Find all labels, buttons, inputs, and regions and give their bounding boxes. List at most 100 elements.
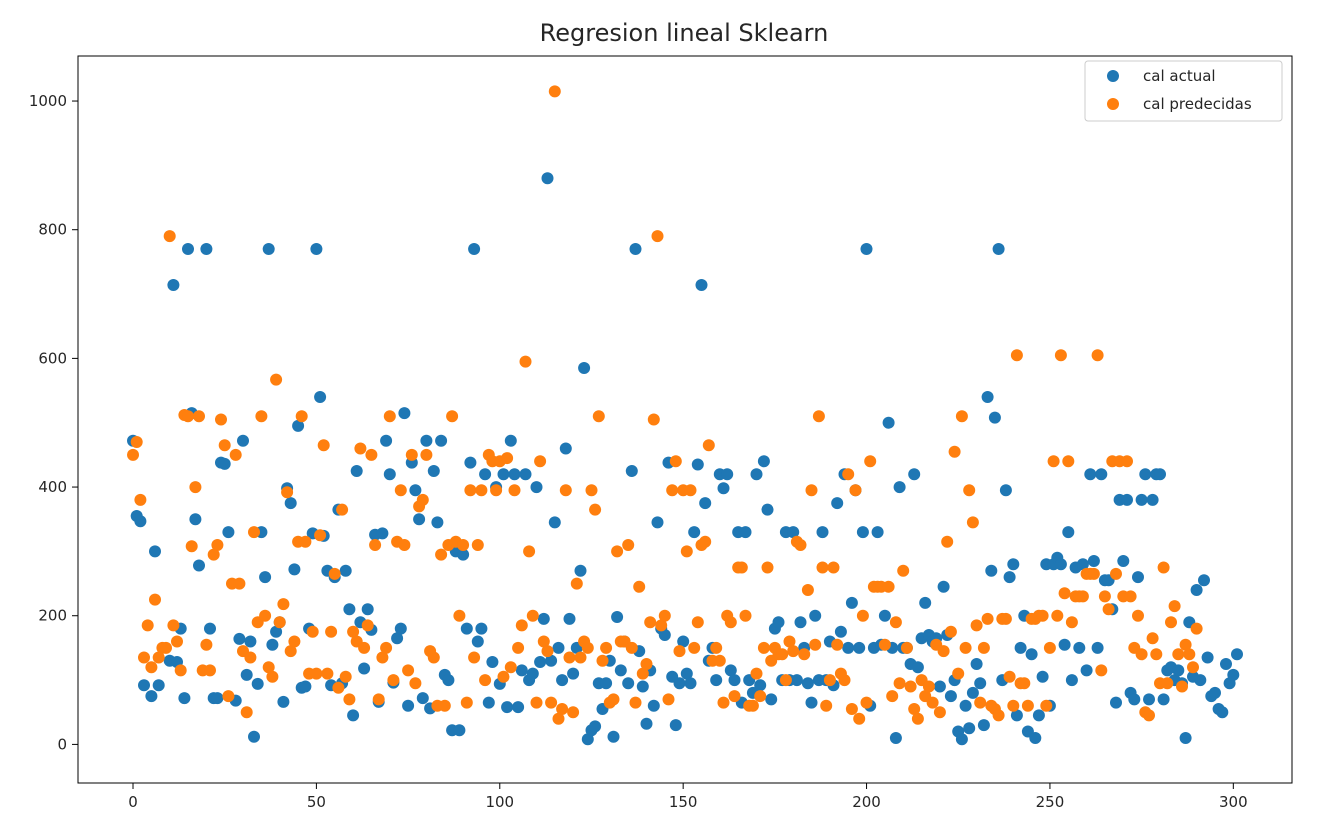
data-point	[1201, 651, 1214, 664]
data-point	[416, 692, 429, 705]
data-point	[1054, 558, 1067, 571]
data-point	[710, 674, 723, 687]
data-point	[475, 484, 488, 497]
data-point	[229, 448, 242, 461]
data-point	[1003, 571, 1016, 584]
data-point	[581, 733, 594, 746]
data-point	[636, 667, 649, 680]
data-point	[523, 545, 536, 558]
data-point	[908, 703, 921, 715]
data-point	[882, 580, 895, 593]
data-point	[922, 680, 935, 693]
data-point	[336, 503, 349, 516]
data-point	[343, 603, 356, 616]
data-point	[534, 656, 547, 668]
data-point	[728, 690, 741, 703]
data-point	[944, 690, 957, 703]
data-point	[1124, 590, 1137, 603]
y-tick-label: 800	[38, 221, 67, 239]
data-point	[149, 545, 161, 558]
data-point	[1091, 349, 1104, 362]
data-point	[504, 434, 517, 447]
data-point	[1154, 468, 1166, 481]
data-point	[574, 651, 587, 664]
data-point	[856, 526, 869, 539]
data-point	[497, 670, 510, 683]
data-point	[1194, 674, 1207, 687]
data-point	[1190, 622, 1203, 635]
data-point	[853, 641, 866, 654]
data-point	[559, 442, 572, 455]
data-point	[270, 625, 283, 638]
data-point	[992, 243, 1005, 255]
data-point	[754, 690, 767, 703]
data-point	[816, 561, 829, 574]
x-tick-label: 300	[1219, 793, 1248, 811]
legend-label: cal actual	[1143, 67, 1216, 85]
data-point	[427, 465, 440, 477]
data-point	[1121, 493, 1133, 506]
data-point	[669, 455, 682, 468]
data-point	[713, 654, 726, 667]
legend: cal actual cal predecidas	[1084, 60, 1283, 122]
data-point	[1018, 677, 1031, 690]
data-point	[633, 580, 646, 593]
data-point	[262, 661, 275, 674]
data-point	[739, 526, 752, 539]
data-point	[801, 677, 814, 690]
data-point	[911, 712, 924, 725]
data-point	[314, 391, 327, 403]
data-point	[442, 674, 455, 687]
legend-box	[1084, 60, 1283, 122]
data-point	[765, 693, 778, 706]
data-point	[1143, 693, 1155, 706]
data-point	[966, 516, 979, 529]
data-point	[211, 539, 224, 551]
data-point	[937, 580, 950, 593]
data-point	[391, 632, 404, 645]
data-point	[1047, 455, 1060, 468]
data-point	[127, 448, 139, 461]
data-point	[1183, 648, 1196, 661]
data-point	[699, 535, 712, 548]
data-point	[299, 680, 312, 693]
data-point	[761, 561, 774, 574]
data-point	[526, 667, 539, 680]
data-point	[772, 616, 785, 629]
data-point	[460, 696, 473, 709]
data-point	[534, 455, 547, 468]
axes: 0 50 100 150 200 250 300 0 200 400 600 800 1000	[29, 55, 1293, 811]
data-point	[402, 699, 415, 712]
data-point	[376, 527, 389, 540]
data-point	[658, 609, 671, 622]
data-point	[820, 699, 833, 712]
data-point	[244, 651, 257, 664]
data-point	[757, 641, 770, 654]
data-point	[933, 680, 946, 693]
data-point	[438, 699, 451, 712]
data-point	[273, 616, 286, 629]
legend-marker	[1107, 98, 1119, 110]
data-point	[1110, 696, 1122, 709]
data-point	[812, 410, 825, 423]
data-point	[988, 411, 1001, 424]
data-point	[622, 539, 635, 551]
data-point	[644, 616, 657, 629]
data-point	[970, 658, 983, 670]
data-point	[193, 559, 205, 572]
data-point	[409, 677, 422, 690]
data-point	[717, 696, 730, 709]
data-point	[1187, 661, 1199, 674]
data-point	[1095, 468, 1108, 481]
data-point	[189, 481, 202, 494]
data-point	[724, 616, 737, 629]
data-point	[680, 667, 693, 680]
data-point	[688, 526, 701, 539]
data-point	[380, 641, 393, 654]
data-point	[1054, 349, 1067, 362]
data-point	[453, 609, 466, 622]
data-point	[625, 641, 638, 654]
data-point	[204, 622, 216, 635]
data-point	[1150, 648, 1163, 661]
data-point	[831, 638, 844, 651]
